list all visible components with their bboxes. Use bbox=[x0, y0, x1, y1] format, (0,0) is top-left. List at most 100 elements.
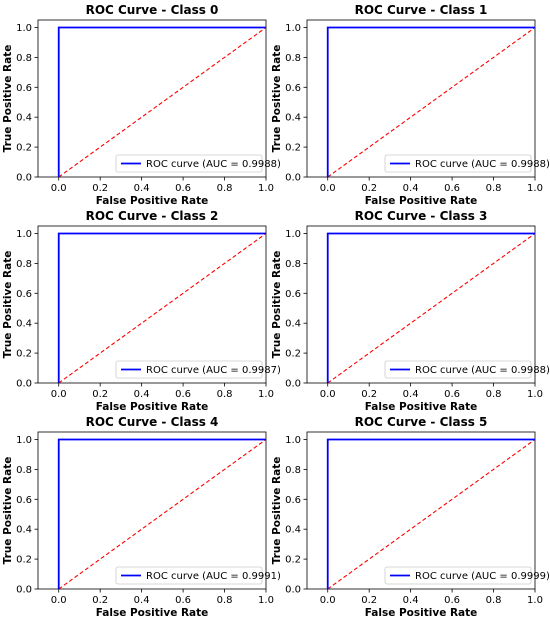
x-tick-label: 0.8 bbox=[217, 595, 233, 606]
y-tick-label: 0.4 bbox=[16, 319, 32, 330]
chart-title: ROC Curve - Class 2 bbox=[86, 209, 219, 223]
y-tick-label: 0.8 bbox=[16, 53, 32, 64]
legend-entry: ROC curve (AUC = 0.9999) bbox=[415, 571, 550, 582]
y-tick-label: 0.2 bbox=[16, 349, 32, 360]
y-tick-label: 1.0 bbox=[285, 23, 301, 34]
legend-entry: ROC curve (AUC = 0.9988) bbox=[415, 159, 550, 170]
plot-frame bbox=[306, 19, 536, 178]
x-tick-label: 1.0 bbox=[527, 595, 543, 606]
legend-box bbox=[384, 566, 532, 585]
subplot-5: 0.0 0.2 0.4 0.6 0.8 1.0 0.0 0.2 0.4 0.6 0.8 1.0 ROC … bbox=[271, 415, 550, 619]
subplot-4: 0.0 0.2 0.4 0.6 0.8 1.0 0.0 0.2 0.4 0.6 0.8 1.0 ROC … bbox=[2, 415, 281, 619]
y-tick-label: 1.0 bbox=[285, 229, 301, 240]
y-axis-label: True Positive Rate bbox=[271, 457, 283, 565]
y-tick-label: 0.4 bbox=[16, 525, 32, 536]
y-tick-label: 0.0 bbox=[16, 379, 32, 390]
x-tick-label: 0.0 bbox=[320, 183, 336, 194]
plot-frame bbox=[37, 431, 267, 590]
y-axis-label: True Positive Rate bbox=[271, 45, 283, 153]
roc-curve-line bbox=[57, 438, 266, 589]
chart-title: ROC Curve - Class 1 bbox=[355, 3, 488, 17]
chart-title: ROC Curve - Class 0 bbox=[86, 3, 219, 17]
subplot-0: 0.0 0.2 0.4 0.6 0.8 1.0 0.0 0.2 0.4 0.6 0.8 1.0 ROC … bbox=[2, 3, 281, 207]
subplot-3: 0.0 0.2 0.4 0.6 0.8 1.0 0.0 0.2 0.4 0.6 0.8 1.0 ROC … bbox=[271, 209, 550, 413]
y-tick-label: 1.0 bbox=[285, 435, 301, 446]
roc-curve-line bbox=[326, 232, 535, 383]
x-tick-label: 0.4 bbox=[134, 595, 150, 606]
chance-diagonal-line bbox=[58, 439, 267, 590]
x-tick-label: 0.4 bbox=[403, 389, 419, 400]
chance-diagonal-line bbox=[58, 233, 267, 384]
legend-box bbox=[115, 360, 263, 379]
x-axis-label: False Positive Rate bbox=[365, 195, 478, 207]
x-tick-label: 0.8 bbox=[486, 183, 502, 194]
y-tick-label: 0.0 bbox=[285, 379, 301, 390]
chance-diagonal-line bbox=[58, 27, 267, 178]
y-tick-label: 0.2 bbox=[285, 143, 301, 154]
x-tick-label: 0.2 bbox=[361, 389, 377, 400]
x-tick-label: 0.2 bbox=[361, 183, 377, 194]
y-tick-label: 0.6 bbox=[16, 83, 32, 94]
chance-diagonal-line bbox=[327, 233, 536, 384]
y-tick-label: 0.8 bbox=[16, 465, 32, 476]
y-tick-label: 0.6 bbox=[285, 83, 301, 94]
x-tick-label: 0.4 bbox=[403, 183, 419, 194]
y-tick-label: 0.2 bbox=[16, 143, 32, 154]
y-tick-label: 0.6 bbox=[16, 495, 32, 506]
y-tick-label: 0.2 bbox=[285, 555, 301, 566]
y-tick-label: 0.8 bbox=[285, 53, 301, 64]
y-tick-label: 0.0 bbox=[285, 585, 301, 596]
x-tick-label: 0.8 bbox=[217, 183, 233, 194]
x-tick-label: 0.4 bbox=[134, 389, 150, 400]
legend-box bbox=[384, 154, 532, 173]
x-tick-label: 0.6 bbox=[175, 595, 191, 606]
x-tick-label: 0.6 bbox=[444, 183, 460, 194]
legend: ROC curve (AUC = 0.9999) bbox=[384, 566, 550, 585]
plot-frame bbox=[37, 19, 267, 178]
plot-frame bbox=[306, 225, 536, 384]
plot-frame bbox=[37, 225, 267, 384]
x-tick-label: 0.6 bbox=[175, 183, 191, 194]
x-tick-label: 0.0 bbox=[320, 389, 336, 400]
x-axis-label: False Positive Rate bbox=[96, 607, 209, 619]
chart-title: ROC Curve - Class 4 bbox=[86, 415, 219, 429]
y-tick-label: 0.4 bbox=[16, 113, 32, 124]
y-tick-label: 0.4 bbox=[285, 113, 301, 124]
y-axis-label: True Positive Rate bbox=[2, 457, 14, 565]
plot-frame bbox=[306, 431, 536, 590]
y-tick-label: 1.0 bbox=[16, 229, 32, 240]
legend-box bbox=[115, 154, 263, 173]
y-tick-label: 0.0 bbox=[285, 173, 301, 184]
y-tick-label: 0.6 bbox=[285, 495, 301, 506]
x-tick-label: 0.8 bbox=[486, 595, 502, 606]
x-tick-label: 1.0 bbox=[258, 183, 274, 194]
legend: ROC curve (AUC = 0.9988) bbox=[384, 360, 550, 379]
roc-curve-line bbox=[57, 26, 266, 177]
legend: ROC curve (AUC = 0.9987) bbox=[115, 360, 281, 379]
y-tick-label: 0.6 bbox=[285, 289, 301, 300]
x-tick-label: 1.0 bbox=[258, 389, 274, 400]
x-tick-label: 0.0 bbox=[320, 595, 336, 606]
legend-box bbox=[384, 360, 532, 379]
x-tick-label: 0.0 bbox=[51, 595, 67, 606]
x-tick-label: 0.6 bbox=[444, 595, 460, 606]
x-tick-label: 0.2 bbox=[92, 183, 108, 194]
y-tick-label: 1.0 bbox=[16, 435, 32, 446]
x-tick-label: 0.2 bbox=[92, 389, 108, 400]
y-axis-label: True Positive Rate bbox=[2, 251, 14, 359]
x-axis-label: False Positive Rate bbox=[365, 401, 478, 413]
y-tick-label: 0.0 bbox=[16, 173, 32, 184]
roc-curve-line bbox=[326, 26, 535, 177]
x-tick-label: 0.0 bbox=[51, 183, 67, 194]
legend: ROC curve (AUC = 0.9988) bbox=[115, 154, 281, 173]
roc-curve-line bbox=[57, 232, 266, 383]
y-tick-label: 0.8 bbox=[285, 465, 301, 476]
y-tick-label: 0.2 bbox=[285, 349, 301, 360]
chance-diagonal-line bbox=[327, 439, 536, 590]
legend-entry: ROC curve (AUC = 0.9988) bbox=[146, 159, 281, 170]
y-tick-label: 0.6 bbox=[16, 289, 32, 300]
y-tick-label: 0.8 bbox=[16, 259, 32, 270]
y-axis-label: True Positive Rate bbox=[271, 251, 283, 359]
x-axis-label: False Positive Rate bbox=[365, 607, 478, 619]
x-tick-label: 1.0 bbox=[527, 389, 543, 400]
